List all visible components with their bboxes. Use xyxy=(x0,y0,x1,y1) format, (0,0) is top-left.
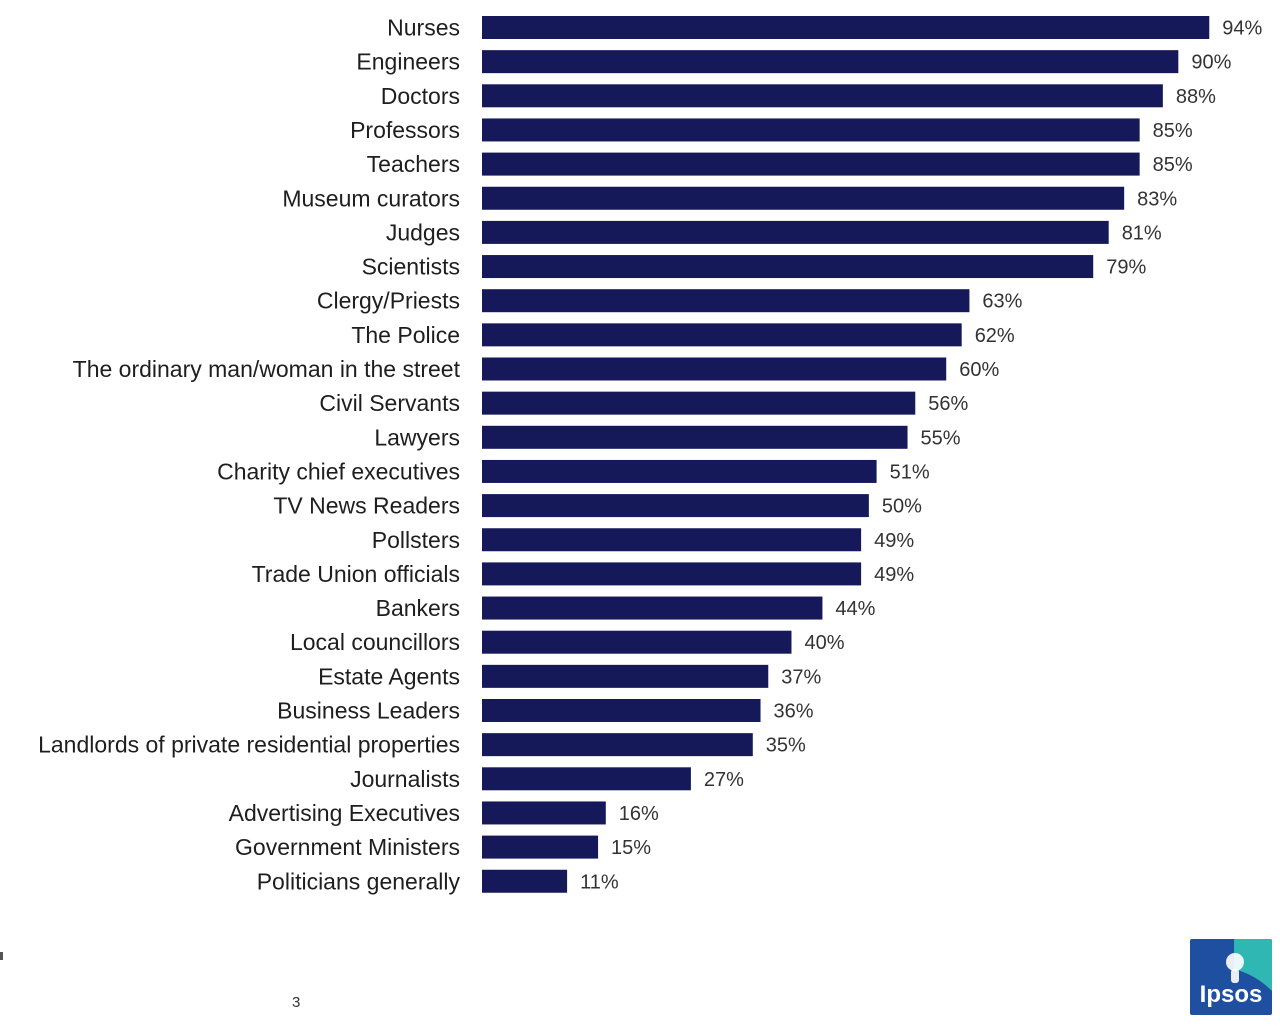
ipsos-logo-text: Ipsos xyxy=(1199,981,1263,1008)
category-label: Professors xyxy=(350,117,460,143)
bar xyxy=(482,50,1179,74)
category-label: Nurses xyxy=(387,15,460,41)
value-label: 15% xyxy=(611,837,651,859)
bar xyxy=(482,16,1210,39)
bar xyxy=(482,835,599,859)
category-label: Journalists xyxy=(350,766,460,792)
ipsos-logo-icon xyxy=(1226,939,1272,991)
bar xyxy=(482,289,970,313)
bar xyxy=(482,733,753,757)
value-label: 63% xyxy=(982,291,1022,313)
bar xyxy=(482,801,606,825)
value-label: 94% xyxy=(1222,18,1262,40)
category-label: The ordinary man/woman in the street xyxy=(73,356,461,382)
bar xyxy=(482,220,1109,244)
category-label: Lawyers xyxy=(374,424,460,450)
category-label: Government Ministers xyxy=(235,834,460,860)
category-label: Teachers xyxy=(367,151,460,177)
bar xyxy=(482,596,823,620)
category-label: The Police xyxy=(351,322,460,348)
category-label: Judges xyxy=(386,219,460,245)
bar xyxy=(482,152,1140,176)
value-label: 49% xyxy=(874,564,914,586)
value-label: 88% xyxy=(1176,86,1216,108)
value-label: 79% xyxy=(1106,257,1146,279)
value-label: 85% xyxy=(1153,120,1193,142)
category-label: Landlords of private residential propert… xyxy=(38,732,460,758)
bar xyxy=(482,186,1125,210)
value-label: 37% xyxy=(781,666,821,688)
edge-mark xyxy=(0,952,3,960)
value-label: 55% xyxy=(921,427,961,449)
category-label: Bankers xyxy=(376,595,460,621)
value-label: 49% xyxy=(874,530,914,552)
value-label: 40% xyxy=(804,632,844,654)
bar xyxy=(482,664,769,688)
bar xyxy=(482,528,862,552)
page-number: 3 xyxy=(292,994,301,1011)
value-label: 50% xyxy=(882,496,922,518)
bar xyxy=(482,869,568,893)
bar xyxy=(482,323,962,347)
bar xyxy=(482,84,1163,108)
value-label: 85% xyxy=(1153,154,1193,176)
category-label: Museum curators xyxy=(282,185,460,211)
value-label: 16% xyxy=(619,803,659,825)
bar xyxy=(482,494,869,518)
category-label: Clergy/Priests xyxy=(317,288,460,314)
category-label: Trade Union officials xyxy=(252,561,460,587)
bar xyxy=(482,255,1094,279)
bar xyxy=(482,630,792,654)
category-label: Pollsters xyxy=(372,527,460,553)
bar xyxy=(482,357,947,381)
ipsos-logo: Ipsos xyxy=(1190,939,1272,1015)
value-label: 36% xyxy=(774,701,814,723)
category-label: Politicians generally xyxy=(257,868,461,894)
value-label: 56% xyxy=(928,393,968,415)
bar xyxy=(482,118,1140,142)
category-label: Charity chief executives xyxy=(217,458,460,484)
bar xyxy=(482,425,908,449)
category-label: Civil Servants xyxy=(319,390,460,416)
value-label: 90% xyxy=(1191,52,1231,74)
value-label: 11% xyxy=(580,871,619,893)
value-label: 60% xyxy=(959,359,999,381)
bar xyxy=(482,767,691,791)
bar xyxy=(482,391,916,415)
value-label: 81% xyxy=(1122,222,1162,244)
value-label: 51% xyxy=(890,461,930,483)
category-label: Estate Agents xyxy=(318,663,460,689)
value-label: 83% xyxy=(1137,188,1177,210)
chart: Nurses 94% Engineers 90% Doctors 88% Professor… xyxy=(38,15,1262,895)
category-label: Business Leaders xyxy=(277,698,460,724)
value-label: 27% xyxy=(704,769,744,791)
category-label: Advertising Executives xyxy=(229,800,460,826)
bar xyxy=(482,562,862,586)
category-label: Engineers xyxy=(356,49,460,75)
category-label: Scientists xyxy=(362,254,460,280)
category-label: Local councillors xyxy=(290,629,460,655)
value-label: 62% xyxy=(975,325,1015,347)
bar xyxy=(482,699,761,722)
value-label: 35% xyxy=(766,735,806,757)
category-label: Doctors xyxy=(381,83,460,109)
value-label: 44% xyxy=(835,598,875,620)
bar xyxy=(482,459,877,483)
category-label: TV News Readers xyxy=(273,493,460,519)
